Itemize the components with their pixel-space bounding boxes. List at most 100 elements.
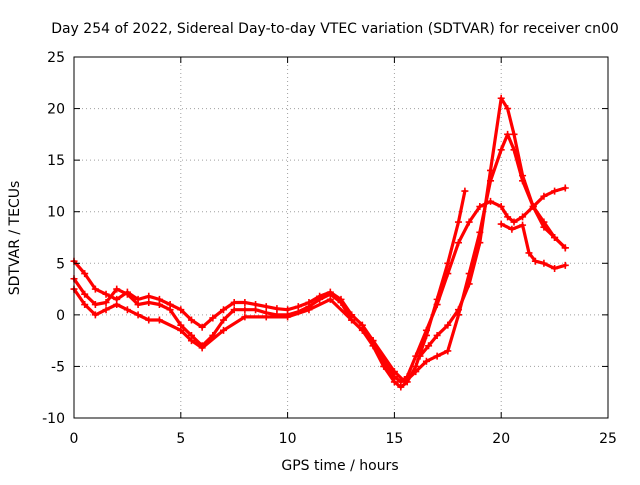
y-tick-label: -10 xyxy=(42,411,65,427)
data-point xyxy=(155,316,163,324)
y-axis-label: SDTVAR / TECUs xyxy=(7,181,23,296)
data-point xyxy=(540,192,548,200)
series-line xyxy=(72,186,567,384)
data-point xyxy=(531,257,539,265)
data-point xyxy=(433,352,441,360)
data-point xyxy=(461,187,469,195)
data-point xyxy=(134,301,142,309)
series-group xyxy=(70,94,569,391)
x-tick-label: 15 xyxy=(385,431,403,447)
series-track-d xyxy=(416,94,569,360)
data-point xyxy=(262,303,270,311)
data-point xyxy=(145,292,153,300)
data-point xyxy=(380,362,388,370)
y-tick-label: 10 xyxy=(47,205,65,221)
data-point xyxy=(145,298,153,306)
data-point xyxy=(198,323,206,331)
data-point xyxy=(198,344,206,352)
x-tick-label: 0 xyxy=(70,431,79,447)
data-point xyxy=(561,184,569,192)
data-point xyxy=(497,203,505,211)
data-point xyxy=(561,261,569,269)
y-tick-label: -5 xyxy=(51,359,65,375)
data-point xyxy=(230,306,238,314)
data-point xyxy=(102,306,110,314)
data-point xyxy=(504,213,512,221)
data-point xyxy=(551,187,559,195)
data-point xyxy=(433,331,441,339)
x-tick-label: 5 xyxy=(176,431,185,447)
data-point xyxy=(187,337,195,345)
data-point xyxy=(145,316,153,324)
data-point xyxy=(497,146,505,154)
data-point xyxy=(551,264,559,272)
data-point xyxy=(241,298,249,306)
data-point xyxy=(454,218,462,226)
data-point xyxy=(390,378,398,386)
series-track-c xyxy=(70,130,569,386)
data-point xyxy=(326,295,334,303)
data-point xyxy=(412,368,420,376)
data-point xyxy=(337,298,345,306)
data-point xyxy=(187,316,195,324)
axis-ticks: 0 5 10 15 20 25 -10 -5 0 5 10 15 20 25 xyxy=(42,50,617,447)
series-line xyxy=(418,96,567,358)
data-point xyxy=(102,298,110,306)
data-point xyxy=(508,225,516,233)
data-point xyxy=(262,313,270,321)
x-tick-label: 10 xyxy=(279,431,297,447)
y-tick-label: 0 xyxy=(56,308,65,324)
data-point xyxy=(465,218,473,226)
data-point xyxy=(81,290,89,298)
data-point xyxy=(465,280,473,288)
data-point xyxy=(166,306,174,314)
data-point xyxy=(81,301,89,309)
x-tick-label: 20 xyxy=(492,431,510,447)
data-point xyxy=(519,213,527,221)
data-point xyxy=(454,239,462,247)
y-tick-label: 25 xyxy=(47,50,65,66)
data-point xyxy=(476,239,484,247)
data-point xyxy=(397,383,405,391)
data-point xyxy=(209,314,217,322)
data-point xyxy=(177,326,185,334)
data-point xyxy=(241,313,249,321)
data-point xyxy=(401,378,409,386)
data-point xyxy=(519,221,527,229)
data-point xyxy=(422,357,430,365)
data-point xyxy=(561,244,569,252)
data-point xyxy=(390,368,398,376)
data-point xyxy=(230,298,238,306)
data-point xyxy=(444,321,452,329)
series-line xyxy=(72,189,467,389)
data-point xyxy=(91,311,99,319)
data-point xyxy=(123,290,131,298)
series-track-e xyxy=(497,220,569,272)
data-point xyxy=(510,218,518,226)
data-point xyxy=(529,203,537,211)
data-point xyxy=(504,130,512,138)
data-point xyxy=(241,306,249,314)
data-point xyxy=(487,197,495,205)
x-axis-label: GPS time / hours xyxy=(281,458,398,474)
data-point xyxy=(540,223,548,231)
data-point xyxy=(525,249,533,257)
data-point xyxy=(102,290,110,298)
data-point xyxy=(519,172,527,180)
data-point xyxy=(81,270,89,278)
data-point xyxy=(252,306,260,314)
data-point xyxy=(540,259,548,267)
data-point xyxy=(220,306,228,314)
data-point xyxy=(416,352,424,360)
series-track-b xyxy=(70,187,469,391)
data-point xyxy=(284,313,292,321)
data-point xyxy=(134,311,142,319)
y-tick-label: 15 xyxy=(47,153,65,169)
data-point xyxy=(113,301,121,309)
y-tick-label: 5 xyxy=(56,256,65,272)
data-point xyxy=(425,342,433,350)
y-tick-label: 20 xyxy=(47,102,65,118)
plot-frame xyxy=(73,56,609,419)
